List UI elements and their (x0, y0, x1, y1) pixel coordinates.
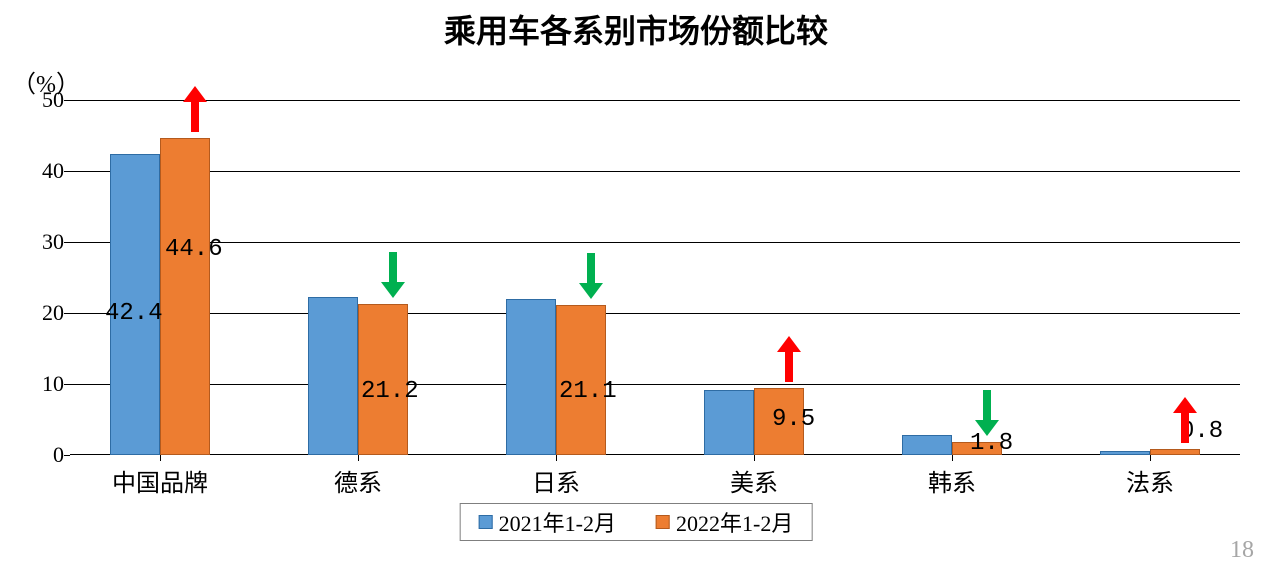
y-tick-mark (64, 171, 70, 172)
arrow-down-icon (975, 390, 999, 436)
bar (160, 138, 210, 455)
x-tick-mark (556, 455, 557, 461)
value-label: 21.1 (559, 378, 617, 405)
bar (1150, 449, 1200, 455)
bar (1100, 451, 1150, 455)
gridline (70, 242, 1240, 243)
category-label: 中国品牌 (80, 463, 240, 498)
y-tick-mark (64, 384, 70, 385)
y-tick-label: 20 (24, 300, 64, 326)
bar (308, 297, 358, 455)
legend-swatch (656, 515, 670, 529)
gridline (70, 171, 1240, 172)
gridline (70, 313, 1240, 314)
legend-label: 2022年1-2月 (676, 506, 793, 538)
y-tick-mark (64, 313, 70, 314)
legend-label: 2021年1-2月 (499, 506, 616, 538)
y-tick-mark (64, 100, 70, 101)
legend-item: 2021年1-2月 (479, 506, 616, 538)
category-label: 美系 (674, 463, 834, 498)
gridline (70, 100, 1240, 101)
arrow-up-icon (777, 336, 801, 382)
value-label: 42.4 (105, 300, 163, 327)
arrow-down-icon (381, 252, 405, 298)
bar (902, 435, 952, 455)
chart-title: 乘用车各系别市场份额比较 (0, 6, 1272, 52)
legend-swatch (479, 515, 493, 529)
plot-area: 0102030405042.444.621.221.19.51.80.8 (70, 100, 1240, 455)
x-axis-line (70, 454, 1240, 455)
legend-item: 2022年1-2月 (656, 506, 793, 538)
x-tick-mark (358, 455, 359, 461)
y-tick-label: 30 (24, 229, 64, 255)
category-label: 法系 (1070, 463, 1230, 498)
value-label: 44.6 (165, 236, 223, 263)
x-tick-mark (160, 455, 161, 461)
value-label: 21.2 (361, 378, 419, 405)
arrow-down-icon (579, 253, 603, 299)
bar (704, 390, 754, 455)
gridline (70, 384, 1240, 385)
y-tick-mark (64, 242, 70, 243)
x-tick-mark (1150, 455, 1151, 461)
y-tick-mark (64, 455, 70, 456)
category-label: 日系 (476, 463, 636, 498)
y-tick-label: 50 (24, 87, 64, 113)
x-tick-mark (754, 455, 755, 461)
page-number: 18 (1230, 537, 1254, 564)
legend: 2021年1-2月 2022年1-2月 (460, 503, 813, 541)
arrow-up-icon (183, 86, 207, 132)
y-tick-label: 0 (24, 442, 64, 468)
y-tick-label: 10 (24, 371, 64, 397)
y-tick-label: 40 (24, 158, 64, 184)
value-label: 9.5 (772, 406, 815, 433)
arrow-up-icon (1173, 397, 1197, 443)
category-label: 德系 (278, 463, 438, 498)
category-label: 韩系 (872, 463, 1032, 498)
x-tick-mark (952, 455, 953, 461)
bar (506, 299, 556, 455)
